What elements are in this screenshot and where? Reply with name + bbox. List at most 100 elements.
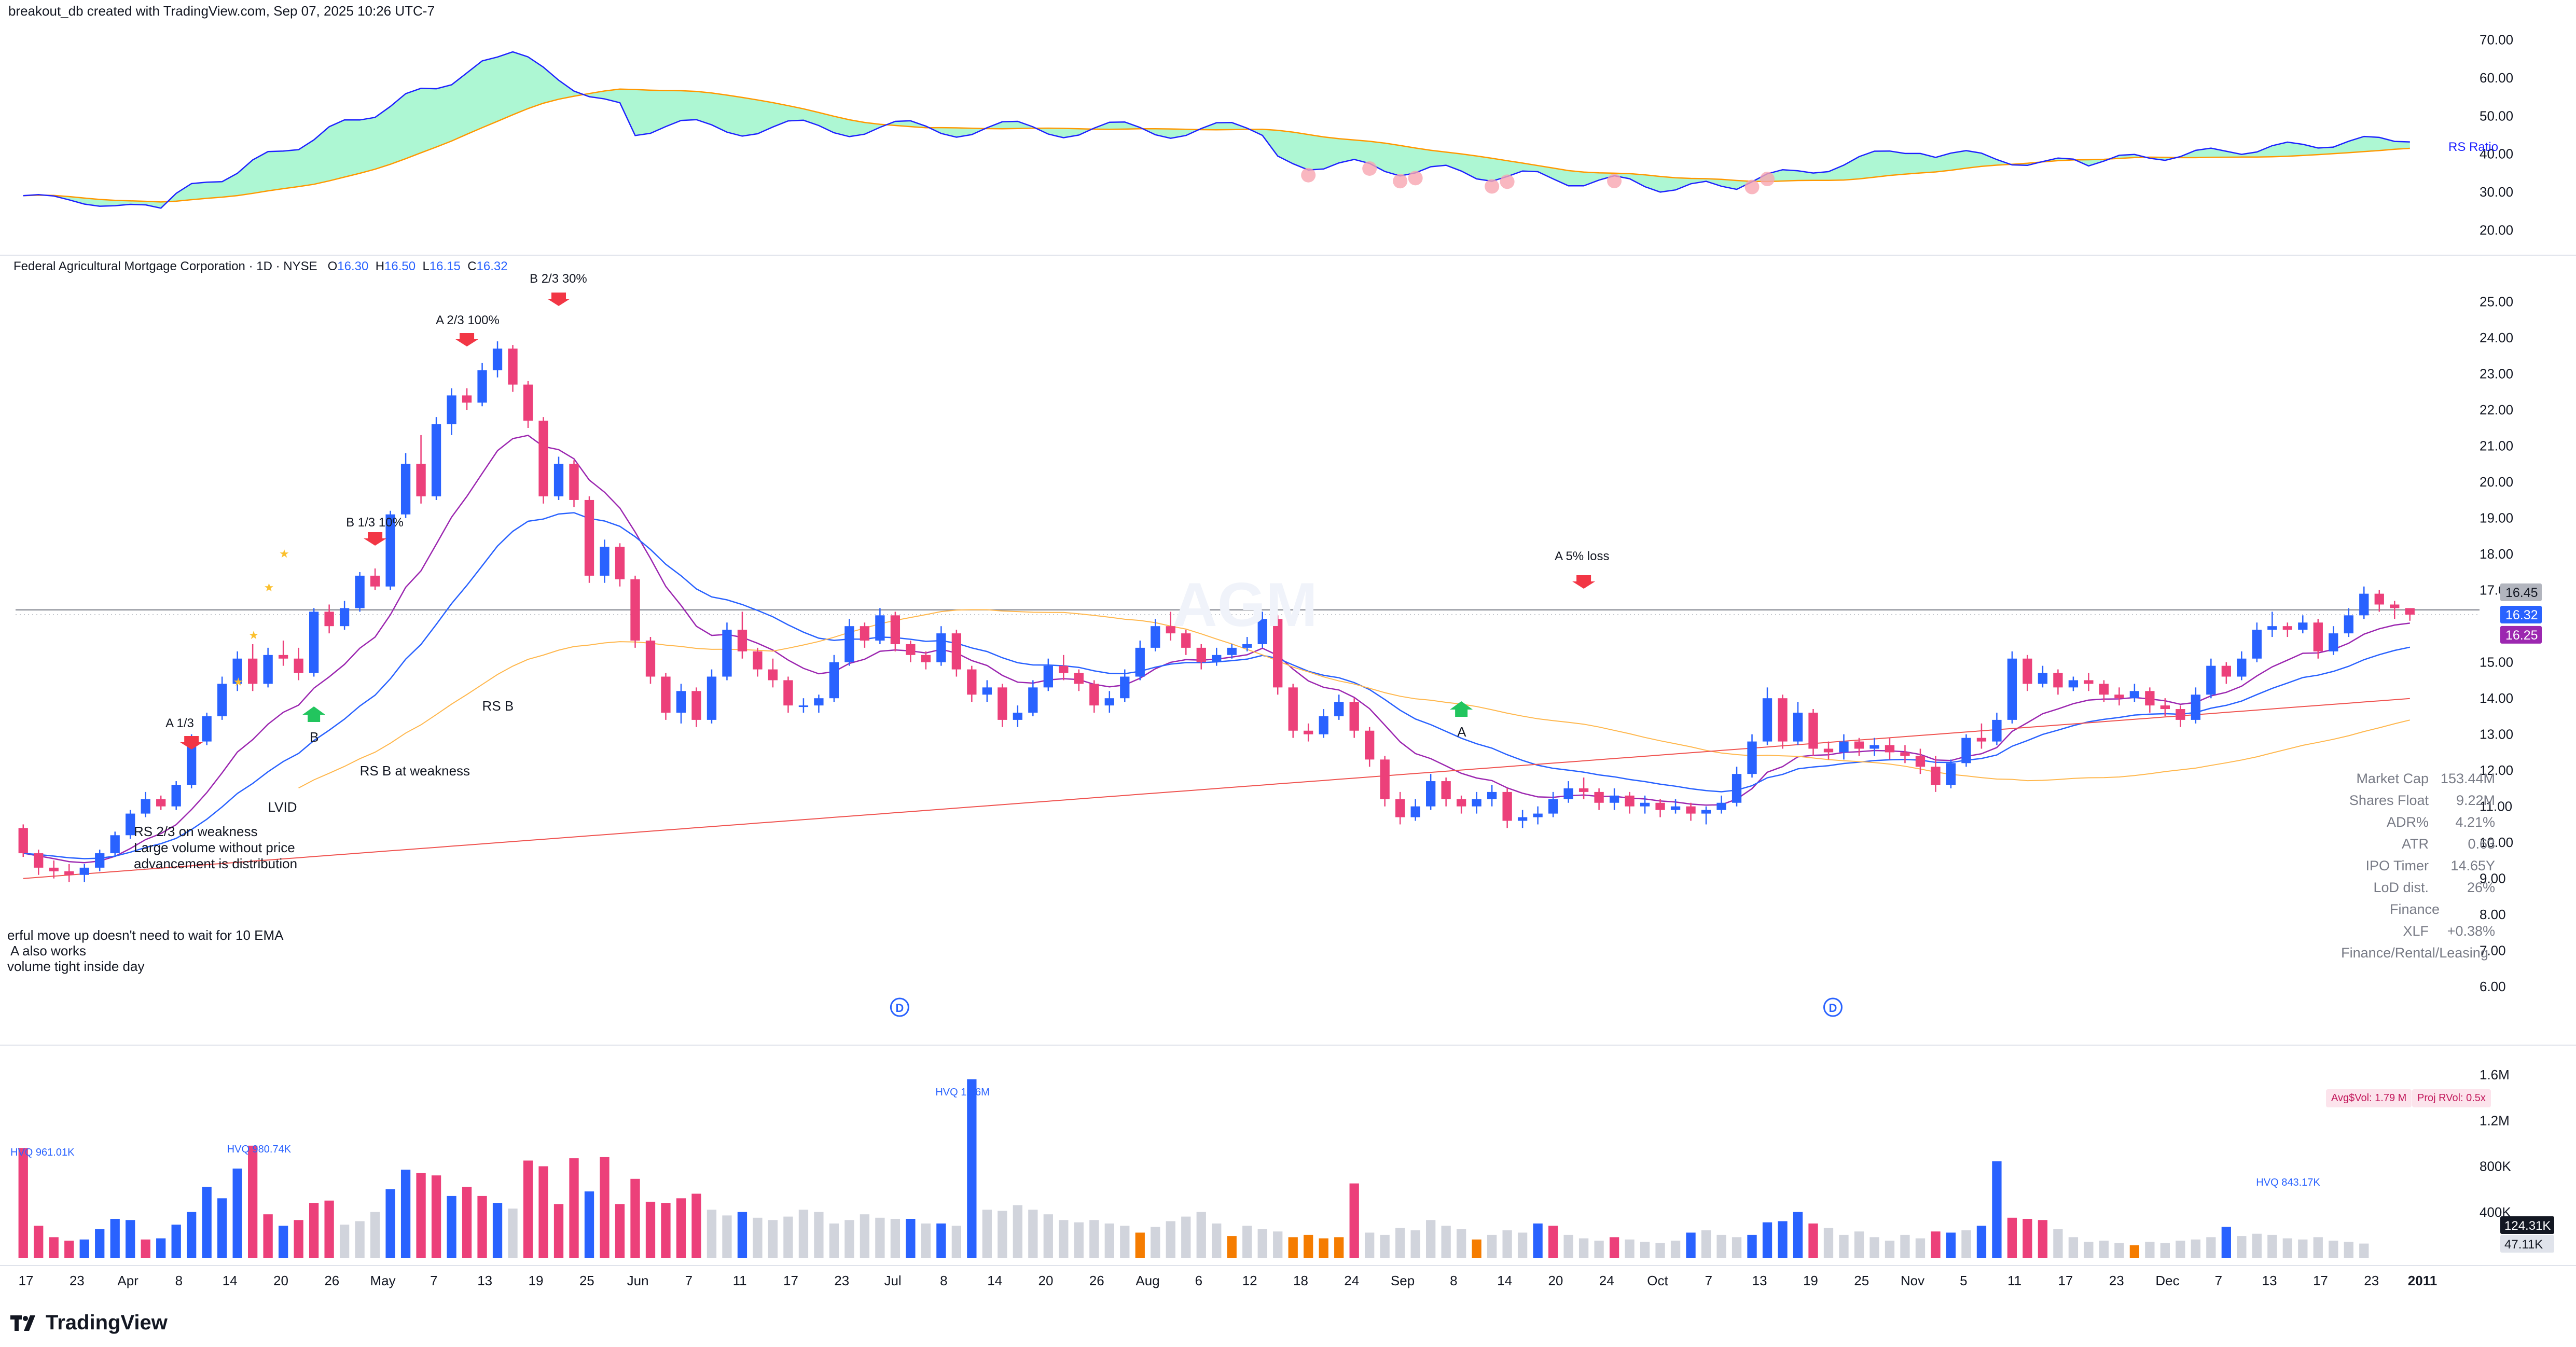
volume-bars	[18, 1079, 2369, 1258]
candle-body	[171, 785, 181, 807]
x-axis-label: Apr	[117, 1273, 139, 1288]
candle-body	[523, 384, 533, 421]
candle-body	[2160, 705, 2170, 710]
volume-bar	[538, 1166, 548, 1258]
candle-body	[263, 655, 273, 684]
candle	[1900, 745, 1910, 763]
volume-bar	[2023, 1219, 2032, 1258]
candle	[1457, 795, 1466, 814]
candle	[492, 341, 503, 378]
candle-body	[110, 835, 120, 854]
x-axis-label: 26	[1089, 1273, 1104, 1288]
dividend-icon	[890, 997, 909, 1017]
symbol-name: Federal Agricultural Mortgage Corporatio…	[13, 259, 317, 273]
annotation-label: A 1/3	[165, 716, 194, 730]
volume-tag-label: 47.11K	[2504, 1238, 2543, 1252]
annotation-label: B 2/3 30%	[530, 272, 587, 286]
candle-body	[1533, 813, 1543, 817]
volume-bar	[1900, 1234, 1910, 1258]
candle	[569, 460, 579, 507]
candle-body	[1395, 799, 1405, 817]
candle	[1533, 806, 1543, 825]
candle	[2298, 615, 2308, 634]
candle	[1808, 709, 1818, 756]
candle	[1762, 687, 1772, 745]
price-axis-label: 20.00	[2480, 474, 2513, 490]
candle	[294, 647, 303, 681]
candle-body	[1028, 687, 1038, 713]
volume-bar	[1686, 1232, 1696, 1258]
candle-body	[1181, 633, 1191, 648]
candle	[1915, 748, 1926, 774]
x-axis-label: 23	[2364, 1273, 2379, 1288]
candle-body	[2068, 680, 2079, 688]
candle-body	[355, 575, 365, 608]
volume-bar	[1380, 1234, 1390, 1258]
rs-new-low-marker	[1500, 174, 1515, 189]
candle-body	[1151, 626, 1160, 648]
rs-ratio-pane	[23, 51, 2410, 209]
candle-body	[1487, 791, 1497, 799]
candle	[2329, 626, 2338, 655]
candle	[1625, 791, 1635, 814]
candle	[2145, 687, 2155, 713]
volume-bar	[860, 1214, 870, 1258]
candle-body	[1502, 791, 1512, 821]
volume-bar	[1778, 1221, 1788, 1258]
candle-body	[462, 395, 472, 403]
dividend-label: D	[895, 1002, 904, 1015]
candle	[416, 435, 426, 504]
volume-bar	[1288, 1237, 1298, 1258]
x-axis-label: 14	[1497, 1273, 1512, 1288]
candle	[232, 651, 242, 691]
price-tag-label: 16.25	[2505, 628, 2538, 643]
candle	[998, 684, 1007, 727]
candle	[1349, 698, 1359, 738]
volume-bar	[1257, 1229, 1267, 1258]
candle-body	[1869, 745, 1879, 749]
candle	[1517, 810, 1528, 828]
volume-bar	[171, 1225, 181, 1258]
candle-body	[1410, 806, 1420, 817]
volume-bar	[615, 1204, 625, 1258]
candle	[921, 651, 931, 670]
hvq-label: HVQ 843.17K	[2256, 1177, 2320, 1188]
price-axis-label: 12.00	[2480, 762, 2513, 778]
close-value: 16.32	[476, 259, 508, 273]
candle-body	[2237, 658, 2247, 677]
volume-bar	[1441, 1226, 1451, 1258]
symbol-legend[interactable]: Federal Agricultural Mortgage Corporatio…	[13, 259, 508, 274]
x-axis-label: 26	[324, 1273, 339, 1288]
x-axis-label: Oct	[1647, 1273, 1668, 1288]
volume-bar	[1028, 1210, 1038, 1258]
candle-body	[1319, 716, 1328, 734]
volume-bar	[1762, 1222, 1772, 1258]
industry: Finance/Rental/Leasing	[2341, 945, 2488, 961]
candle	[1701, 806, 1711, 825]
candle	[1319, 709, 1328, 738]
candle-body	[1349, 702, 1359, 731]
etf-symbol: XLF	[2403, 923, 2429, 939]
candle-body	[1946, 763, 1956, 785]
candle-body	[1104, 698, 1114, 706]
tradingview-logo[interactable]: TradingView	[10, 1311, 168, 1335]
candle	[1196, 644, 1206, 670]
volume-bar	[232, 1168, 242, 1258]
candle	[1670, 799, 1681, 814]
price-axis-label: 10.00	[2480, 835, 2513, 850]
x-axis-label: 8	[940, 1273, 947, 1288]
stat-key: Shares Float	[2349, 793, 2429, 808]
volume-axis-label: 800K	[2480, 1159, 2511, 1174]
candle	[1089, 680, 1099, 713]
candle	[737, 612, 747, 659]
star-marker-icon: ★	[248, 629, 259, 642]
candle	[1609, 788, 1619, 810]
candle	[538, 417, 548, 504]
x-axis-label: May	[370, 1273, 396, 1288]
volume-bar	[630, 1178, 640, 1258]
stat-value: 153.44M	[2440, 771, 2495, 786]
candle	[447, 388, 456, 435]
price-tag	[2500, 583, 2542, 601]
volume-bar	[921, 1223, 931, 1258]
